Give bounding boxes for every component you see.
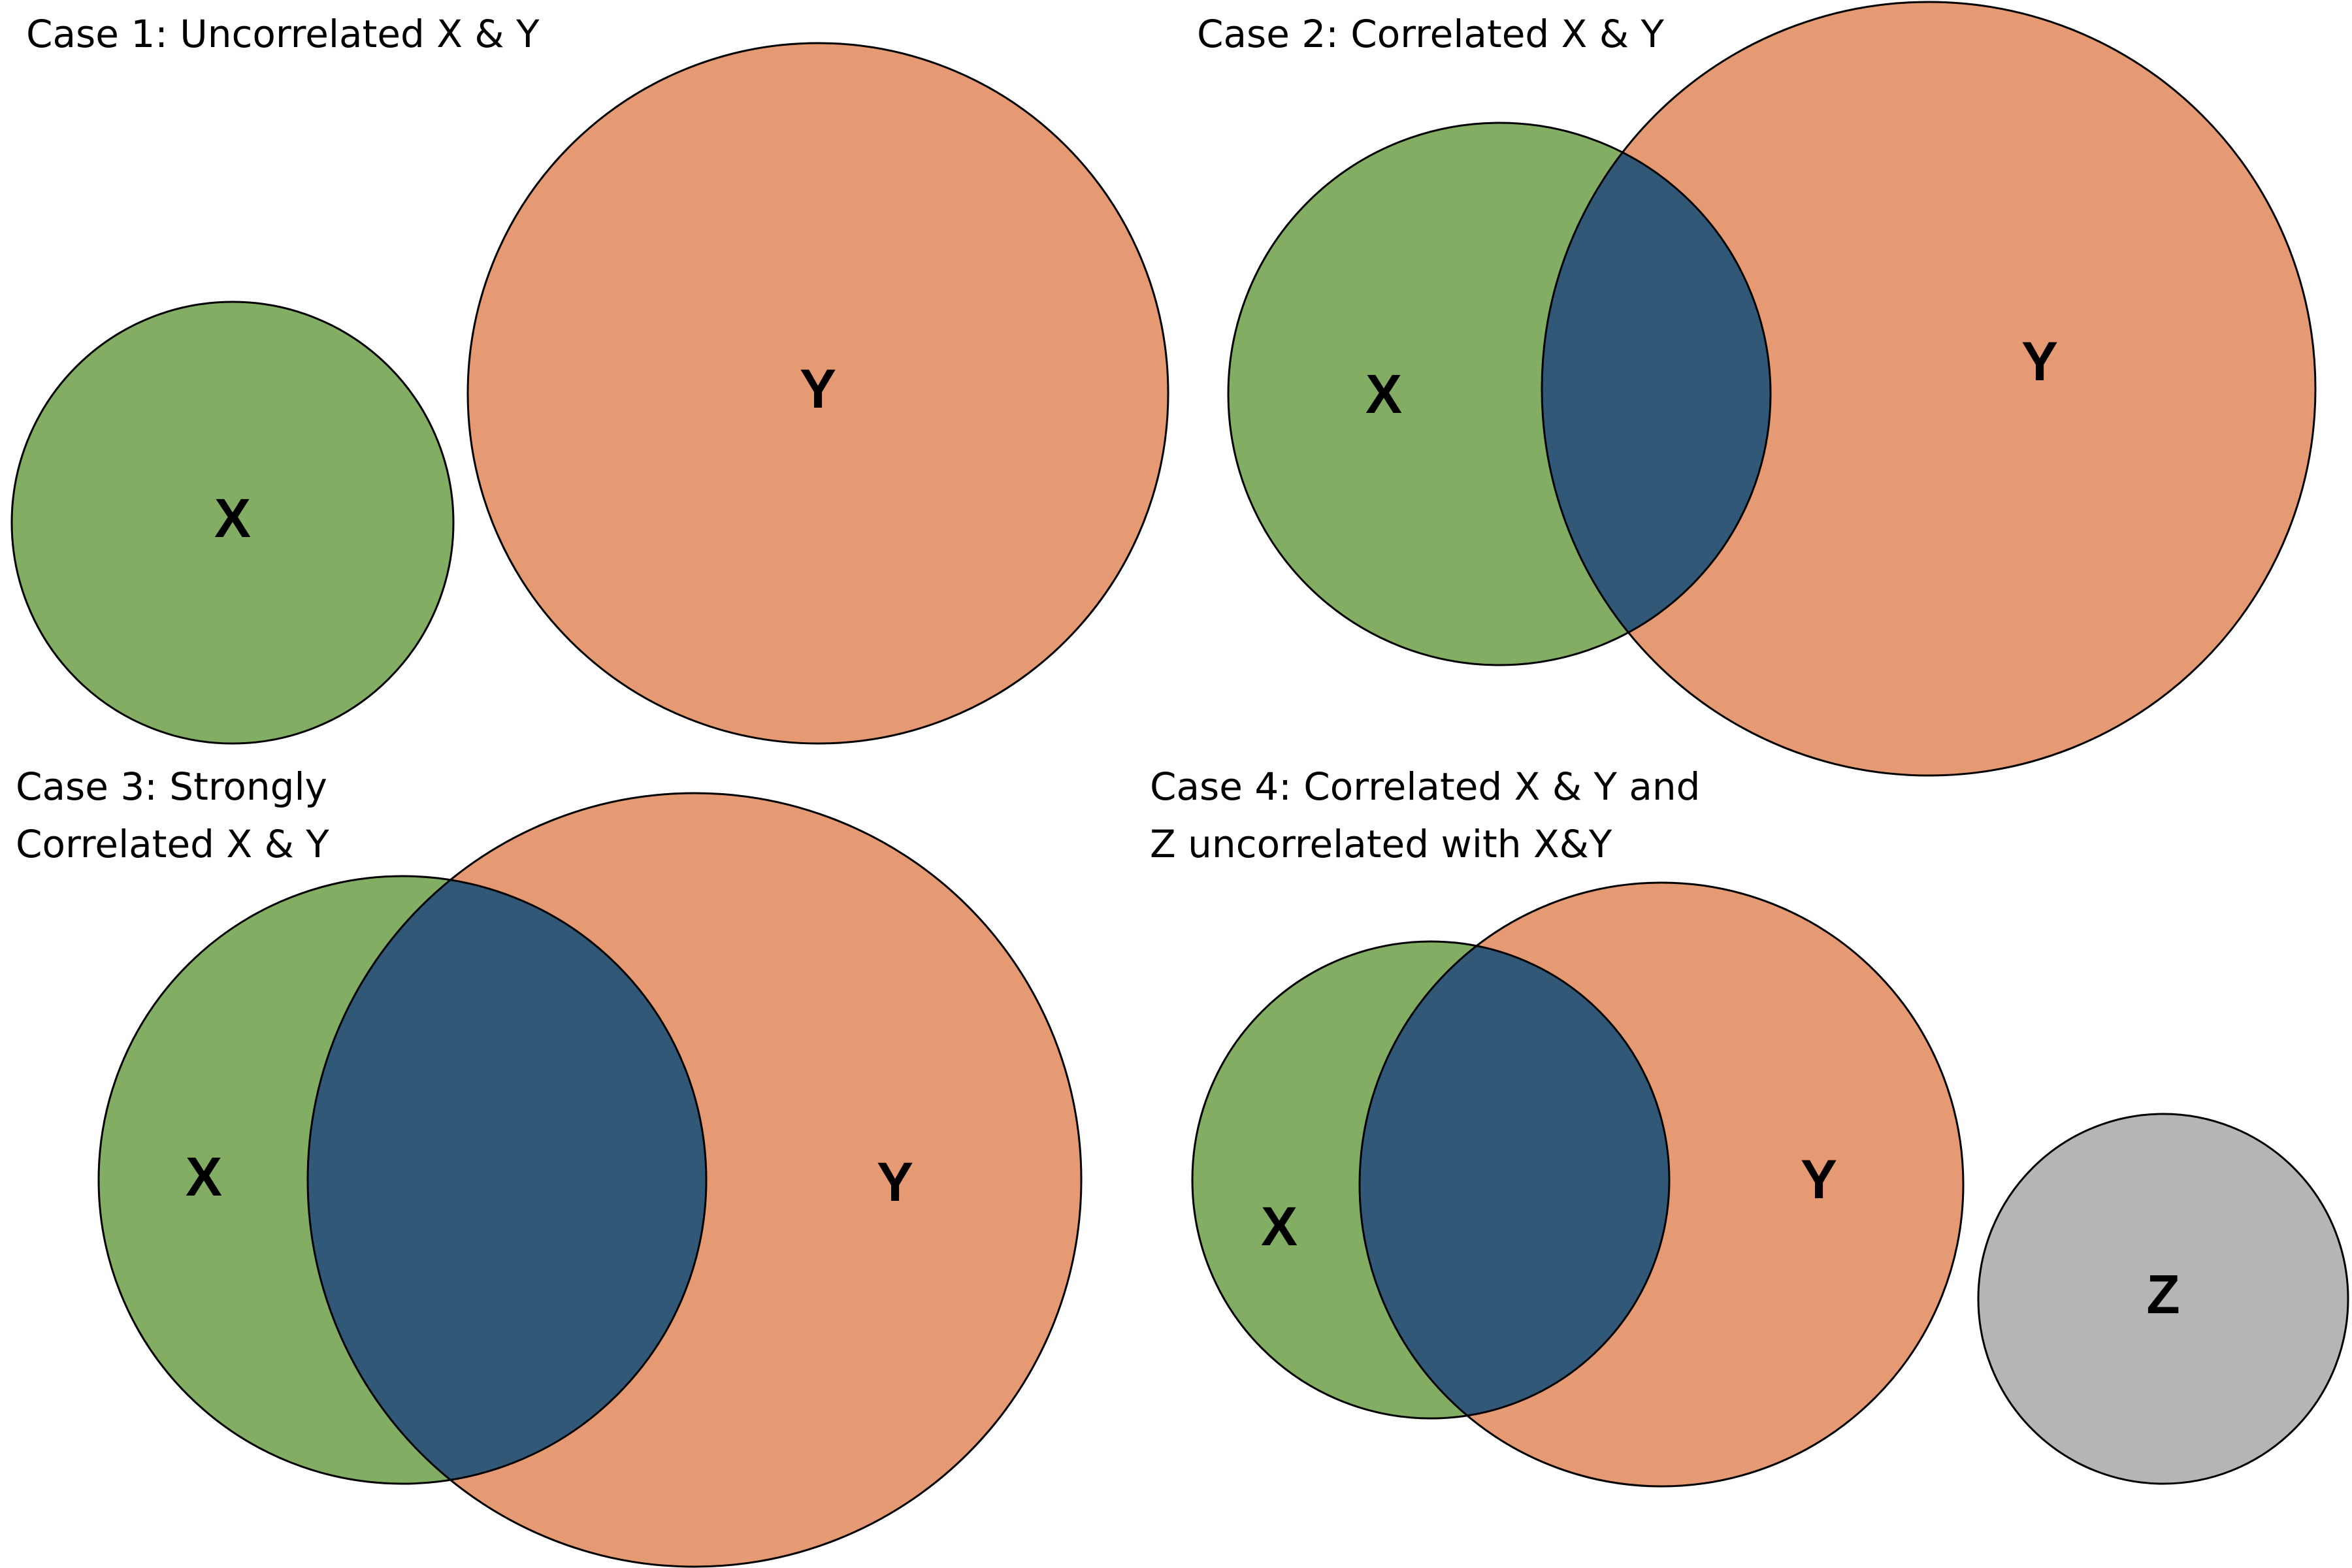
case-4-y-outline — [1358, 881, 1965, 1488]
case-3-overlap-region — [308, 876, 706, 1484]
case-4-z-circle — [1977, 1113, 2349, 1485]
case-2-y-circle — [1542, 2, 2315, 776]
case-4-title-line-2: Z uncorrelated with X&Y — [1150, 822, 1612, 866]
case-2-x-outline — [1227, 122, 1772, 666]
case-2-panel: Case 2: Correlated X & Y X Y — [1197, 1, 2317, 777]
case-1-x-circle — [10, 301, 455, 745]
case-1-y-circle — [466, 42, 1169, 745]
case-2-x-label: X — [1365, 363, 1402, 425]
case-4-x-outline — [1191, 940, 1671, 1420]
case-4-panel: Case 4: Correlated X & Y and Z uncorrela… — [1150, 764, 2349, 1488]
case-1-y-label: Y — [800, 358, 836, 419]
case-3-title-line-1: Case 3: Strongly — [16, 764, 327, 809]
case-3-panel: Case 3: Strongly Correlated X & Y X Y — [16, 764, 1083, 1568]
case-4-overlap-region — [1360, 941, 1669, 1418]
case-3-y-outline — [306, 792, 1083, 1568]
case-3-title-line-2: Correlated X & Y — [16, 822, 329, 866]
case-3-y-label: Y — [877, 1151, 913, 1213]
case-2-y-outline — [1541, 1, 2317, 777]
case-1-panel: Case 1: Uncorrelated X & Y X Y — [10, 12, 1169, 745]
case-1-x-label: X — [214, 487, 251, 549]
case-1-title: Case 1: Uncorrelated X & Y — [26, 12, 540, 56]
case-4-y-label: Y — [1801, 1149, 1837, 1210]
case-4-x-label: X — [1261, 1196, 1298, 1257]
case-2-y-label: Y — [2021, 331, 2058, 392]
case-2-title: Case 2: Correlated X & Y — [1197, 12, 1664, 56]
case-3-x-outline — [97, 875, 708, 1485]
case-4-title-line-1: Case 4: Correlated X & Y and — [1150, 764, 1700, 809]
case-3-x-label: X — [186, 1146, 222, 1207]
case-4-z-label: Z — [2146, 1264, 2180, 1325]
